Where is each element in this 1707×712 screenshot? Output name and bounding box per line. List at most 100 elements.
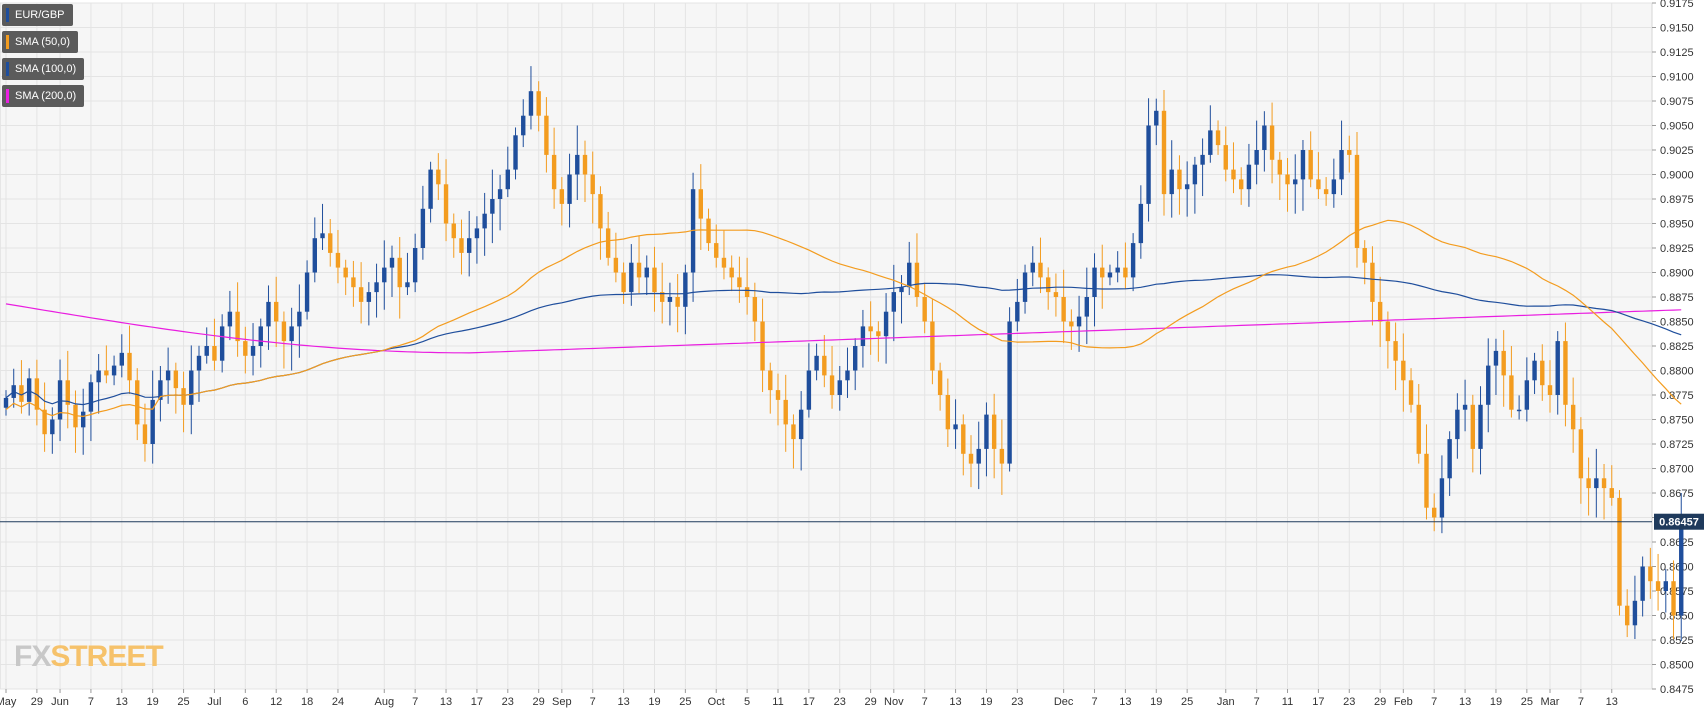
candle-body [945,395,951,430]
x-tick-label: Aug [374,696,394,708]
x-tick-label: 29 [533,696,545,708]
x-tick-label: 13 [1606,696,1618,708]
candle-body [1215,130,1221,146]
candle-body [165,370,171,381]
candle-body [968,453,974,464]
candle-body [1354,154,1360,248]
y-tick-label: 0.8675 [1660,488,1694,500]
candle-body [266,301,271,327]
candle-body [173,370,179,389]
candle-body [1563,341,1568,405]
candle-body [729,267,734,278]
candle-body [111,365,117,376]
y-tick-label: 0.8925 [1660,243,1694,255]
x-tick-label: 25 [177,696,189,708]
candle-body [999,448,1005,464]
legend-label: EUR/GBP [15,9,65,21]
candle-body [1609,488,1614,498]
x-tick-label: 7 [1254,696,1260,708]
candle-body [883,311,889,337]
candle-body [1408,380,1414,405]
x-tick-label: 19 [1150,696,1162,708]
candle-body [1022,272,1028,302]
candle-body [443,184,449,224]
candle-body [1069,321,1074,327]
candle-body [1277,159,1282,175]
x-tick-label: 7 [412,696,418,708]
candle-body [1254,150,1259,165]
candle-body [204,346,209,356]
candle-body [459,238,464,253]
candle-body [1493,350,1499,366]
candle-body [1640,566,1645,601]
candle-body [513,135,518,170]
candle-body [1100,267,1105,278]
y-tick-label: 0.9050 [1660,121,1694,133]
candle-body [575,154,580,175]
candle-body [482,213,487,229]
candle-body [88,382,94,412]
candle-body [1470,404,1475,449]
candle-body [559,189,565,204]
chart-legend: EUR/GBP SMA (50,0) SMA (100,0) SMA (200,… [2,4,85,112]
candle-body [274,301,279,322]
x-tick-label: 13 [1119,696,1131,708]
candle-body [652,267,657,293]
candle-body [1679,522,1684,616]
candle-body [783,399,788,425]
x-tick-label: 23 [502,696,514,708]
candle-body [806,370,812,410]
candle-body [351,277,356,288]
y-tick-label: 0.8750 [1660,415,1694,427]
candle-body [868,326,873,332]
candle-body [96,370,101,383]
y-tick-label: 0.8975 [1660,194,1694,206]
candle-body [420,208,426,248]
candle-body [1432,507,1437,518]
x-tick-label: Jan [1217,696,1235,708]
x-tick-label: 13 [440,696,452,708]
y-tick-label: 0.8500 [1660,660,1694,672]
candle-body [744,287,750,297]
candle-body [1115,267,1120,273]
candle-body [304,272,310,312]
candle-body [860,326,866,346]
x-tick-label: 13 [949,696,961,708]
candle-body [1370,262,1375,302]
x-tick-label: Jun [51,696,69,708]
candle-body [1192,164,1198,185]
candle-body [1030,262,1035,273]
candle-body [953,424,958,430]
candle-body [922,297,927,322]
candle-body [320,233,325,239]
legend-item-sma50: SMA (50,0) [2,31,79,53]
x-tick-label: Sep [552,696,572,708]
x-tick-label: 5 [744,696,750,708]
candle-body [1648,566,1653,582]
candle-body [158,380,163,400]
candle-body [891,292,896,312]
x-tick-label: 7 [1578,696,1584,708]
y-tick-label: 0.8525 [1660,635,1694,647]
candle-body [1671,581,1676,616]
candle-body [1293,179,1298,185]
candle-body [1516,409,1522,412]
candle-body [1038,262,1043,278]
y-tick-label: 0.8950 [1660,219,1694,231]
candle-body [1462,404,1468,410]
y-tick-label: 0.9100 [1660,72,1694,84]
candle-body [814,355,819,371]
candle-body [822,355,827,376]
candle-body [714,243,719,258]
candle-body [1501,350,1506,376]
candle-body [621,272,626,293]
candle-body [1076,316,1082,327]
legend-swatch [6,8,9,22]
candle-body [667,297,673,302]
candle-body [1308,150,1313,180]
candle-body [976,448,981,464]
candle-body [660,292,665,302]
candle-body [1578,429,1584,479]
candle-body [876,331,881,337]
candle-body [1655,581,1661,591]
